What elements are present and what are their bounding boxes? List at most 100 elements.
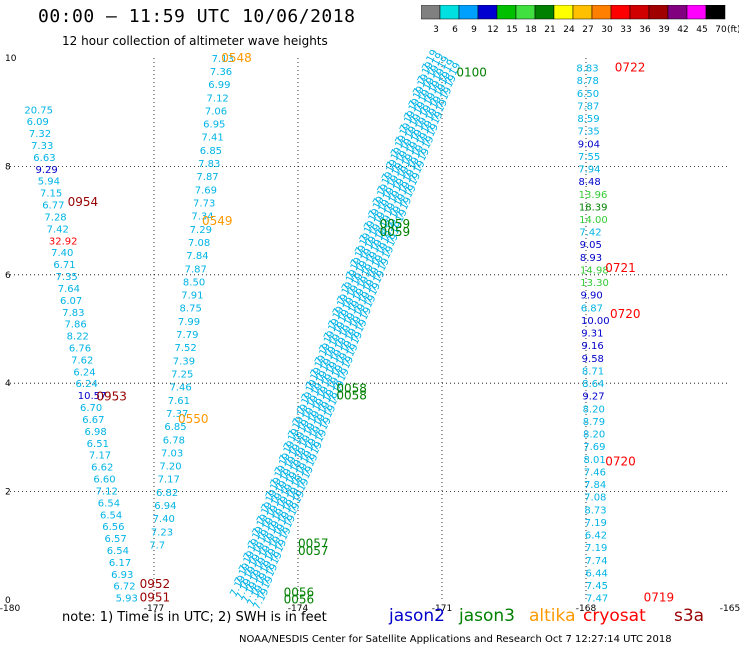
altika-point: 7.37 xyxy=(166,409,188,420)
colorbar-label: 33 xyxy=(620,25,631,35)
s3a-point: 6.76 xyxy=(69,343,91,354)
cryosat-point: 8.64 xyxy=(582,379,604,390)
cryosat-point: 8.59 xyxy=(577,114,599,125)
s3a-point: 6.24 xyxy=(76,379,98,390)
footnote: note: 1) Time is in UTC; 2) SWH is in fe… xyxy=(62,610,327,625)
colorbar-label: 39 xyxy=(658,25,670,35)
altika-point: 7.83 xyxy=(198,159,220,170)
altika-point: 7.7 xyxy=(149,541,165,552)
cryosat-point: 10.00 xyxy=(581,316,610,327)
cryosat-point: 7.47 xyxy=(586,594,608,605)
s3a-point: 7.33 xyxy=(31,141,53,152)
colorbar-label: 9 xyxy=(471,25,477,35)
cryosat-point: 7.19 xyxy=(585,518,607,529)
cryosat-point: 7.84 xyxy=(584,480,606,491)
altika-point: 7.41 xyxy=(201,133,223,144)
pass-time-label: 0057 xyxy=(298,536,329,550)
colorbar-swatch xyxy=(705,5,726,20)
altika-point: 7.52 xyxy=(174,343,196,354)
cryosat-point: 9.16 xyxy=(581,341,603,352)
pass-time-label: 0720 xyxy=(605,455,636,469)
pass-time-label: 0057 xyxy=(298,544,329,558)
altika-point: 7.06 xyxy=(205,106,227,117)
pass-time-label: 0720 xyxy=(610,307,641,321)
altika-point: 7.03 xyxy=(161,448,183,459)
legend-item-jason3: jason3 xyxy=(459,606,515,626)
y-tick-label: 0 xyxy=(5,596,11,606)
altika-point: 6.94 xyxy=(154,501,176,512)
cryosat-point: 8.79 xyxy=(583,417,605,428)
cryosat-point: 9.27 xyxy=(582,392,604,403)
s3a-point: 6.72 xyxy=(113,582,135,593)
s3a-point: 7.86 xyxy=(64,320,86,331)
colorbar-label: 70 xyxy=(715,25,727,35)
s3a-point: 8.22 xyxy=(67,332,89,343)
colorbar-label: 15 xyxy=(506,25,517,35)
x-tick-label: -168 xyxy=(576,604,597,614)
altika-point: 7.40 xyxy=(153,514,175,525)
s3a-point: 20.75 xyxy=(24,105,53,116)
altika-point: 7.87 xyxy=(185,264,207,275)
y-tick-label: 4 xyxy=(5,379,11,389)
colorbar-label: 12 xyxy=(487,25,498,35)
altika-point: 7.13 xyxy=(212,54,234,65)
legend-item-altika: altika xyxy=(529,606,576,626)
pass-time-label: 0058 xyxy=(336,388,367,402)
colorbar-label: 27 xyxy=(582,25,593,35)
cryosat-point: 7.45 xyxy=(586,581,608,592)
altika-point: 7.39 xyxy=(173,356,195,367)
altika-point: 7.36 xyxy=(210,67,232,78)
legend-item-s3a: s3a xyxy=(674,606,705,626)
pass-time-label: 0953 xyxy=(96,390,127,404)
y-tick-label: 8 xyxy=(5,162,11,172)
s3a-point: 7.15 xyxy=(40,189,62,200)
s3a-point: 5.94 xyxy=(38,177,60,188)
altika-point: 7.23 xyxy=(151,527,173,538)
altika-point: 7.08 xyxy=(188,238,210,249)
cryosat-point: 8.83 xyxy=(576,64,598,75)
page-title: 00:00 – 11:59 UTC 10/06/2018 xyxy=(38,6,356,27)
colorbar-label: 6 xyxy=(452,25,458,35)
s3a-point: 7.32 xyxy=(29,129,51,140)
s3a-point: 6.60 xyxy=(93,475,115,486)
pass-time-label: 0059 xyxy=(380,217,411,231)
cryosat-point: 9.58 xyxy=(582,354,604,365)
y-tick-label: 2 xyxy=(5,488,11,498)
s3a-point: 7.62 xyxy=(71,355,93,366)
y-tick-label: 6 xyxy=(5,271,11,281)
legend-item-cryosat: cryosat xyxy=(583,606,646,626)
pass-time-label: 0056 xyxy=(284,592,315,606)
cryosat-point: 13.30 xyxy=(580,278,609,289)
y-tick-label: 10 xyxy=(5,54,17,64)
pass-time-label: 0058 xyxy=(336,381,367,395)
pass-time-label: 0722 xyxy=(615,61,646,75)
cryosat-point: 13.96 xyxy=(579,190,608,201)
cryosat-point: 7.46 xyxy=(584,467,606,478)
altika-point: 7.12 xyxy=(207,93,229,104)
altika-point: 7.34 xyxy=(191,212,213,223)
s3a-point: 6.54 xyxy=(107,546,129,557)
altika-point: 7.61 xyxy=(168,396,190,407)
cryosat-point: 8.73 xyxy=(584,505,606,516)
colorbar-label: 45 xyxy=(696,25,707,35)
altika-point: 7.46 xyxy=(169,383,191,394)
altika-point: 6.99 xyxy=(208,80,230,91)
colorbar-label: 36 xyxy=(639,25,651,35)
cryosat-point: 7.55 xyxy=(578,152,600,163)
cryosat-point: 6.50 xyxy=(577,89,599,100)
s3a-point: 7.17 xyxy=(89,451,111,462)
s3a-point: 6.67 xyxy=(82,415,104,426)
altika-point: 7.73 xyxy=(193,198,215,209)
cryosat-point: 7.35 xyxy=(578,127,600,138)
s3a-point: 6.54 xyxy=(98,498,120,509)
altika-point: 7.99 xyxy=(178,317,200,328)
pass-time-label: 0721 xyxy=(605,261,636,275)
s3a-point: 6.24 xyxy=(73,367,95,378)
x-tick-label: -165 xyxy=(720,604,740,614)
altika-point: 7.69 xyxy=(195,185,217,196)
altika-point: 7.25 xyxy=(171,370,193,381)
colorbar-label: 3 xyxy=(433,25,439,35)
s3a-point: 6.98 xyxy=(84,427,106,438)
